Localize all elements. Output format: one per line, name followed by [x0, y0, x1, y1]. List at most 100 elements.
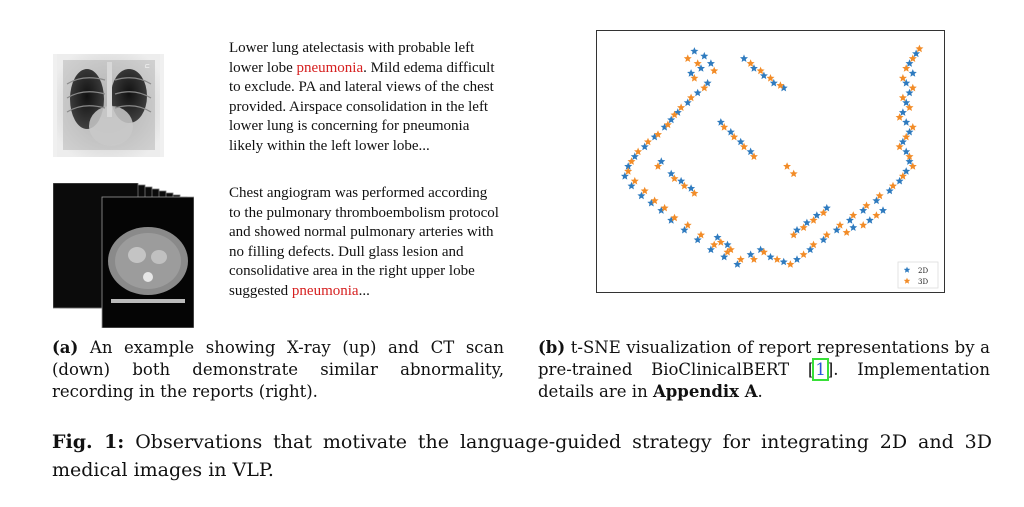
point-3D: [730, 132, 739, 141]
ct-front-slice: [101, 196, 195, 329]
series-3D: [624, 44, 924, 268]
point-2D: [706, 245, 715, 254]
citation-link[interactable]: 1: [812, 358, 829, 381]
point-3D: [908, 54, 917, 62]
point-3D: [872, 211, 881, 219]
point-2D: [637, 191, 646, 200]
point-2D: [845, 216, 854, 224]
point-3D: [670, 110, 679, 119]
point-3D: [862, 201, 871, 209]
point-2D: [859, 206, 868, 214]
point-3D: [819, 208, 828, 217]
point-3D: [624, 167, 633, 175]
point-3D: [756, 66, 765, 75]
point-3D: [644, 137, 652, 146]
point-2D: [687, 184, 696, 192]
point-3D: [660, 203, 669, 212]
point-2D: [902, 118, 911, 126]
point-2D: [690, 47, 699, 55]
point-3D: [773, 255, 782, 263]
point-3D: [898, 93, 907, 102]
point-3D: [799, 223, 808, 231]
ct-scan-stack: [52, 182, 195, 329]
caption-b-text-2: ]. Implementation details are in: [538, 360, 990, 401]
point-2D: [740, 54, 748, 62]
point-3D: [654, 130, 662, 138]
point-3D: [915, 44, 924, 53]
figure-caption-text: Observations that motivate the language-…: [52, 431, 992, 481]
point-3D: [902, 64, 911, 72]
point-3D: [898, 74, 907, 82]
caption-b: (b) t-SNE visualization of report repres…: [538, 337, 990, 403]
point-2D: [879, 206, 887, 214]
point-3D: [687, 93, 696, 102]
point-2D: [902, 167, 911, 175]
point-2D: [819, 235, 828, 244]
point-3D: [859, 221, 868, 229]
point-3D: [908, 123, 917, 131]
point-2D: [902, 78, 911, 87]
point-2D: [620, 172, 629, 180]
point-2D: [905, 157, 914, 165]
point-3D: [789, 230, 798, 239]
point-2D: [660, 123, 669, 131]
caption-a-tag: (a): [52, 338, 79, 357]
figure-caption: Fig. 1: Observations that motivate the l…: [52, 428, 992, 484]
point-2D: [677, 176, 686, 185]
point-2D: [865, 216, 874, 224]
point-2D: [700, 51, 709, 60]
point-2D: [746, 250, 755, 258]
point-2D: [673, 108, 682, 116]
point-2D: [793, 225, 801, 234]
point-3D: [908, 83, 917, 92]
point-2D: [627, 181, 636, 190]
caption-b-text-3: .: [757, 382, 763, 401]
point-3D: [898, 172, 907, 180]
xray-report-text-after: . Mild edema difficult to exclude. PA an…: [229, 59, 495, 154]
point-2D: [902, 98, 911, 107]
point-3D: [789, 169, 798, 178]
point-2D: [640, 142, 649, 151]
point-2D: [822, 203, 831, 212]
point-3D: [842, 228, 851, 236]
point-3D: [766, 74, 775, 82]
point-2D: [657, 157, 666, 165]
point-3D: [680, 181, 689, 190]
point-3D: [640, 186, 649, 195]
point-2D: [693, 235, 702, 244]
xray-report-text-before: Lower lung atelectasis with probable lef…: [229, 40, 475, 76]
point-3D: [720, 123, 729, 131]
point-3D: [670, 213, 679, 222]
point-2D: [706, 59, 715, 67]
point-3D: [726, 245, 735, 254]
point-2D: [726, 127, 735, 136]
point-2D: [895, 176, 904, 185]
point-2D: [657, 206, 666, 214]
point-2D: [905, 59, 914, 67]
point-3D: [700, 83, 709, 92]
point-3D: [895, 142, 904, 151]
point-2D: [733, 260, 742, 268]
point-3D: [710, 66, 719, 75]
point-3D: [710, 240, 719, 249]
point-3D: [627, 157, 636, 165]
point-2D: [806, 245, 815, 254]
point-2D: [667, 115, 676, 124]
point-2D: [647, 198, 656, 207]
caption-a-text: An example showing X-ray (up) and CT sca…: [52, 338, 504, 401]
xray-report-highlight: pneumonia: [296, 59, 364, 76]
point-2D: [667, 216, 676, 224]
tsne-scatter-plot: 2D 3D: [596, 30, 945, 293]
point-3D: [799, 250, 808, 258]
ct-report-highlight: pneumonia: [291, 282, 359, 299]
point-2D: [908, 69, 917, 77]
figure-label: Fig. 1:: [52, 431, 125, 453]
point-3D: [759, 248, 768, 256]
point-2D: [723, 240, 732, 249]
point-2D: [832, 225, 841, 234]
xray-image: ⊏: [53, 54, 164, 157]
point-2D: [779, 83, 788, 92]
point-2D: [624, 162, 633, 170]
legend-label-2D: 2D: [918, 267, 928, 275]
